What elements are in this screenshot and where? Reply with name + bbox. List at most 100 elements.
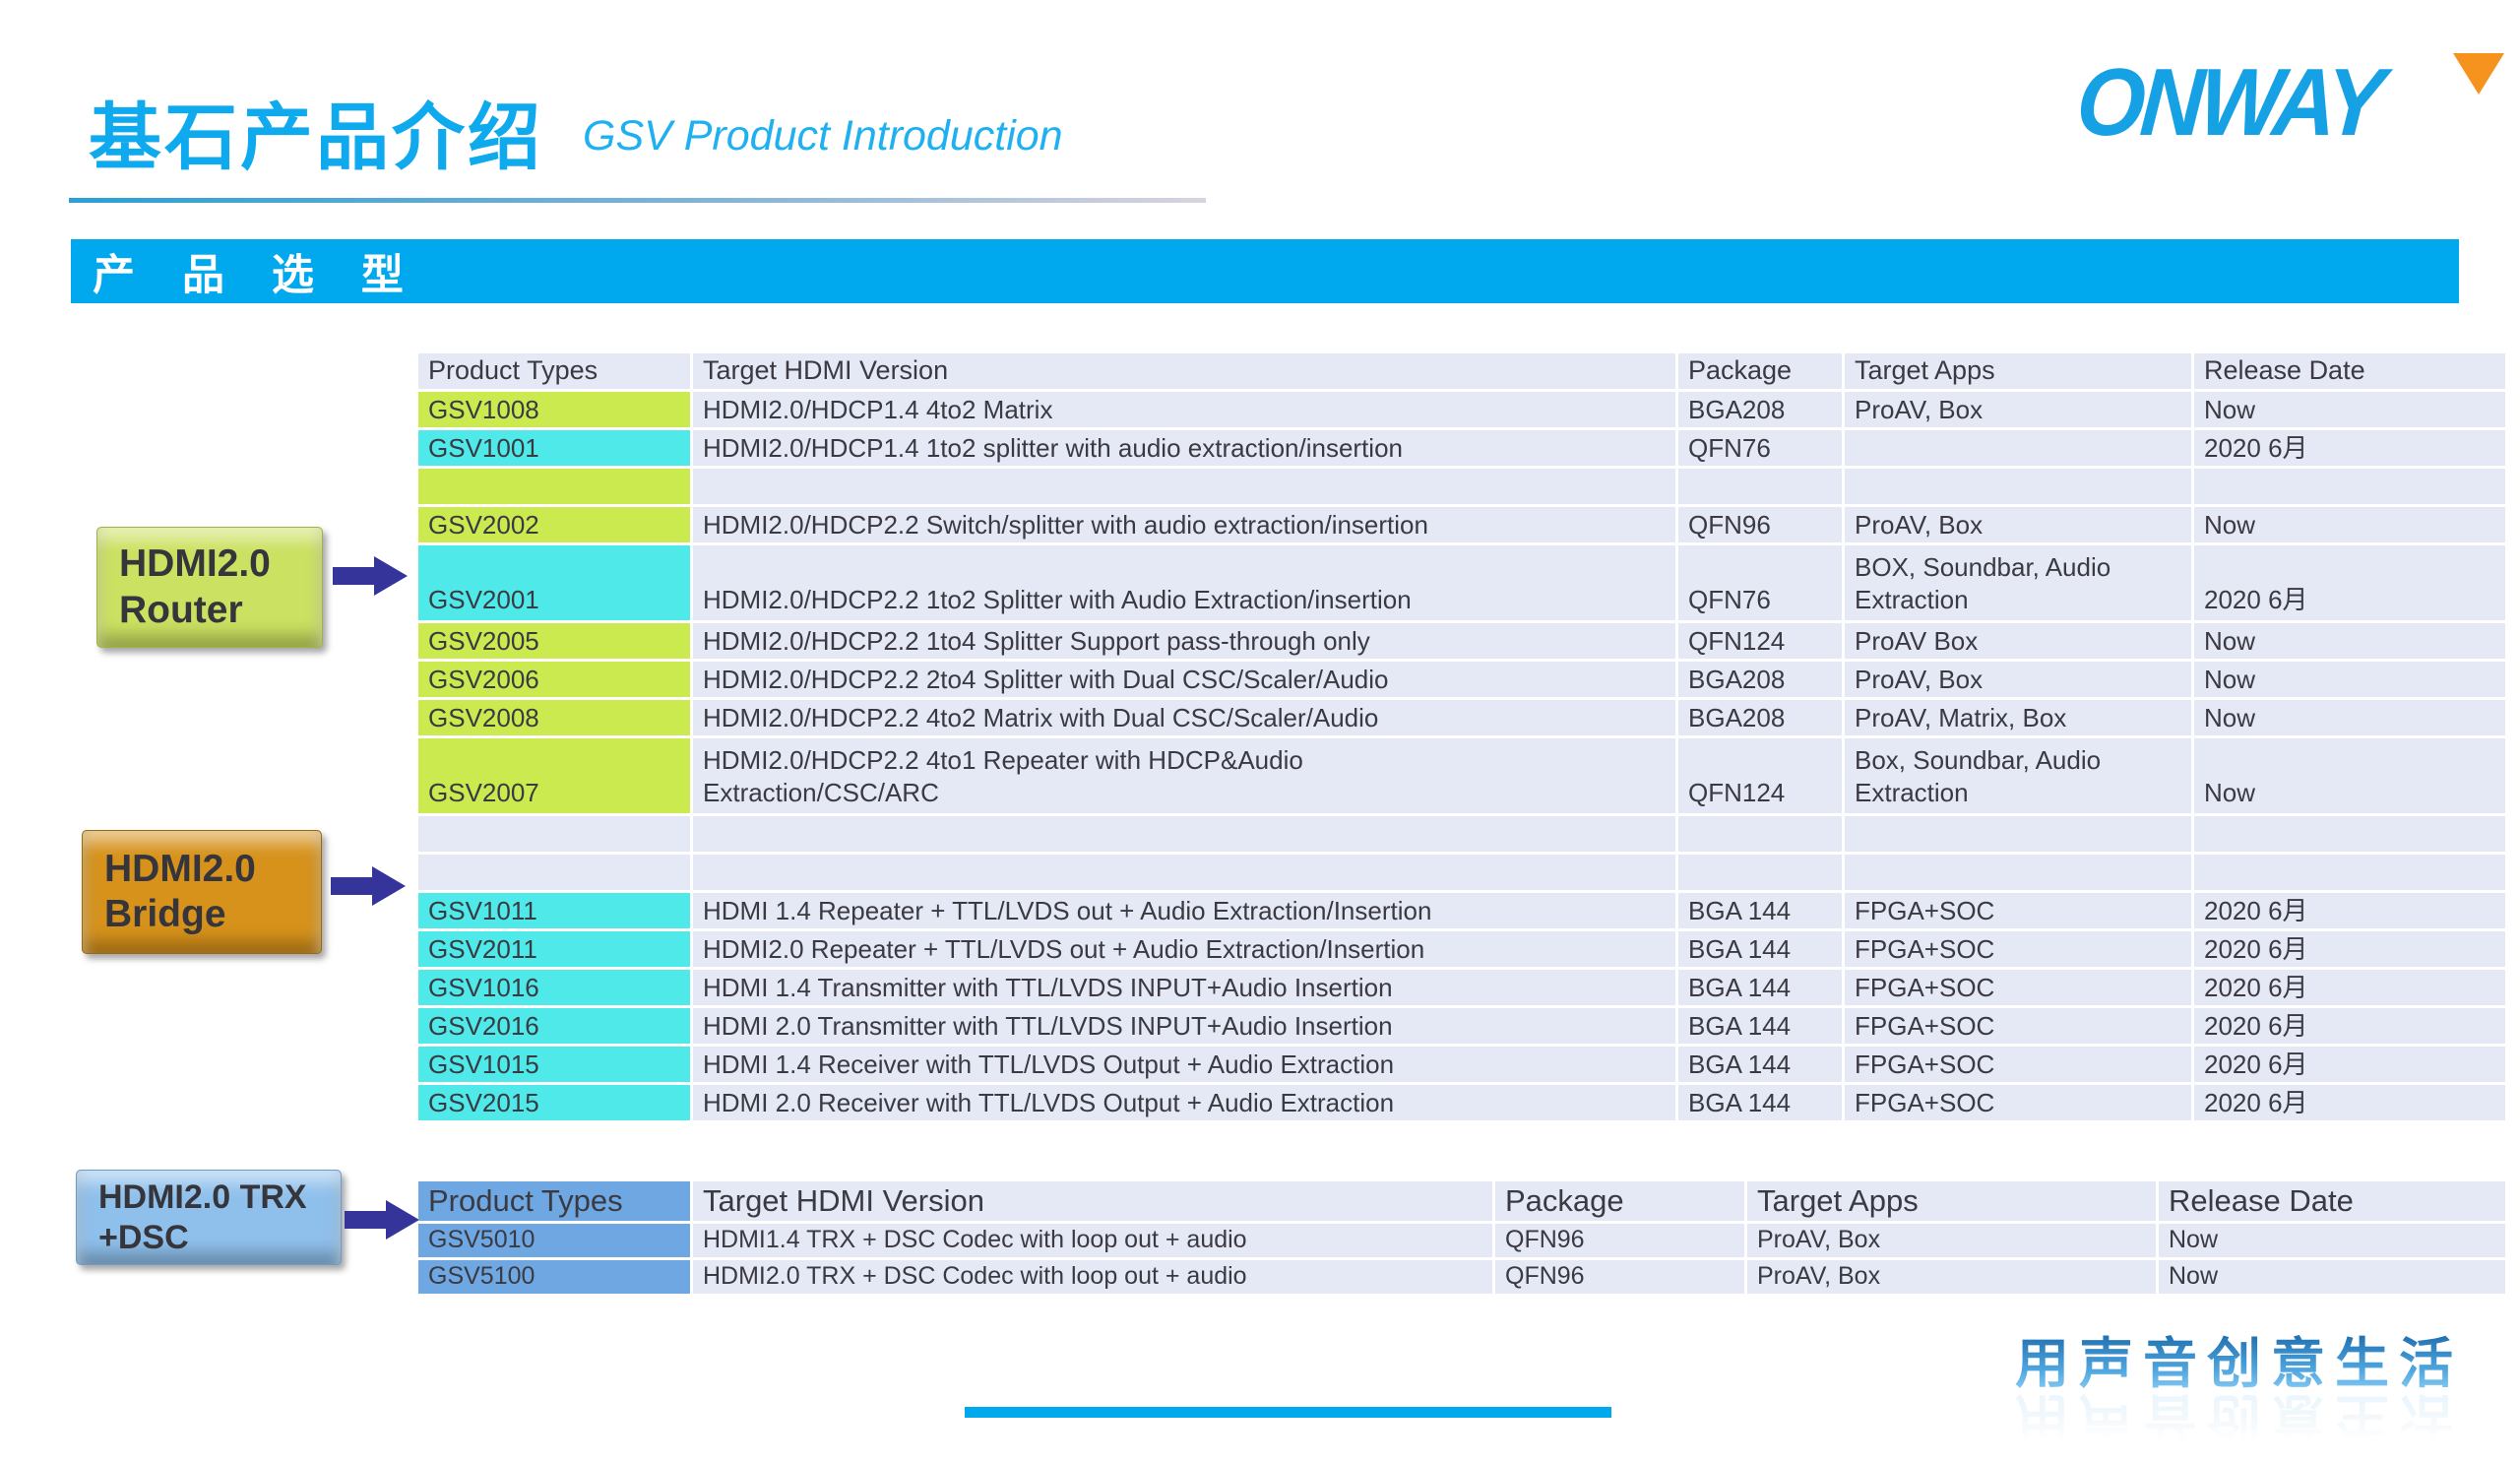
cell-apps: ProAV, Matrix, Box: [1845, 700, 2191, 735]
cell-release: 2020 6月: [2194, 970, 2505, 1005]
group-box-label: HDMI2.0: [104, 847, 256, 890]
cell-release: 2020 6月: [2194, 545, 2505, 620]
cell-release: Now: [2194, 662, 2505, 697]
table-row: GSV2015 HDMI 2.0 Receiver with TTL/LVDS O…: [418, 1085, 2505, 1120]
slogan-text: 用声音创意生活: [2014, 1334, 2463, 1394]
cell-product: [418, 855, 690, 890]
table-row: [418, 855, 2505, 890]
cell-release: 2020 6月: [2194, 1085, 2505, 1120]
cell-apps: ProAV, Box: [1747, 1224, 2156, 1257]
cell-release: [2194, 855, 2505, 890]
logo-orange-triangle-icon: [2453, 53, 2504, 95]
cell-release: Now: [2194, 700, 2505, 735]
cell-release: 2020 6月: [2194, 1008, 2505, 1044]
logo-text: ONWAY: [2073, 48, 2384, 156]
cell-package: BGA 144: [1678, 1085, 1842, 1120]
cell-package: BGA 144: [1678, 970, 1842, 1005]
cell-package: BGA 144: [1678, 893, 1842, 928]
cell-apps: FPGA+SOC: [1845, 970, 2191, 1005]
table-row: GSV1015 HDMI 1.4 Receiver with TTL/LVDS O…: [418, 1047, 2505, 1082]
cell-product: GSV2002: [418, 507, 690, 542]
arrow-right-icon: [333, 556, 408, 596]
table-row: GSV2011 HDMI2.0 Repeater + TTL/LVDS out +…: [418, 931, 2505, 967]
column-header: Package: [1678, 353, 1842, 389]
cell-release: Now: [2194, 623, 2505, 659]
cell-product: GSV1015: [418, 1047, 690, 1082]
cell-product: GSV5010: [418, 1224, 690, 1257]
table-row: GSV1008 HDMI2.0/HDCP1.4 4to2 Matrix BGA208…: [418, 392, 2505, 427]
cell-apps: FPGA+SOC: [1845, 1085, 2191, 1120]
cell-apps: FPGA+SOC: [1845, 1008, 2191, 1044]
cell-apps: [1845, 469, 2191, 504]
table-row: GSV2016 HDMI 2.0 Transmitter with TTL/LVD…: [418, 1008, 2505, 1044]
cell-apps: ProAV, Box: [1747, 1260, 2156, 1294]
cell-package: [1678, 469, 1842, 504]
cell-apps: FPGA+SOC: [1845, 931, 2191, 967]
cell-product: GSV2016: [418, 1008, 690, 1044]
arrow-right-icon: [345, 1200, 419, 1240]
cell-version: HDMI 2.0 Transmitter with TTL/LVDS INPUT…: [693, 1008, 1675, 1044]
column-header: Release Date: [2159, 1181, 2505, 1221]
cell-package: QFN96: [1495, 1260, 1744, 1294]
cell-apps: [1845, 855, 2191, 890]
cell-package: [1678, 816, 1842, 852]
column-header: Release Date: [2194, 353, 2505, 389]
cell-product: GSV2005: [418, 623, 690, 659]
group-box-label: HDMI2.0: [119, 542, 271, 586]
main-table: Product Types Target HDMI Version Package T…: [418, 353, 2505, 1123]
cell-package: QFN76: [1678, 545, 1842, 620]
cell-apps: FPGA+SOC: [1845, 1047, 2191, 1082]
trx-table: Product Types Target HDMI Version Package T…: [418, 1181, 2505, 1297]
table-row: GSV2001 HDMI2.0/HDCP2.2 1to2 Splitter wit…: [418, 545, 2505, 620]
cell-version: [693, 855, 1675, 890]
cell-apps: ProAV, Box: [1845, 507, 2191, 542]
cell-version: HDMI1.4 TRX + DSC Codec with loop out + …: [693, 1224, 1492, 1257]
cell-product: GSV1001: [418, 430, 690, 466]
cell-package: QFN96: [1495, 1224, 1744, 1257]
cell-version: [693, 469, 1675, 504]
cell-package: QFN124: [1678, 738, 1842, 813]
cell-version: HDMI2.0/HDCP2.2 1to2 Splitter with Audio…: [693, 545, 1675, 620]
table-row: GSV1016 HDMI 1.4 Transmitter with TTL/LVD…: [418, 970, 2505, 1005]
cell-release: Now: [2159, 1260, 2505, 1294]
cell-package: QFN96: [1678, 507, 1842, 542]
page-title: 基石产品介绍: [89, 96, 543, 178]
cell-product: GSV2001: [418, 545, 690, 620]
table-row: GSV2006 HDMI2.0/HDCP2.2 2to4 Splitter wit…: [418, 662, 2505, 697]
cell-product: GSV2008: [418, 700, 690, 735]
cell-product: [418, 469, 690, 504]
table-row: [418, 816, 2505, 852]
cell-version: [693, 816, 1675, 852]
cell-package: QFN124: [1678, 623, 1842, 659]
cell-product: GSV2006: [418, 662, 690, 697]
column-header: Target Apps: [1747, 1181, 2156, 1221]
cell-product: GSV1008: [418, 392, 690, 427]
cell-product: GSV2015: [418, 1085, 690, 1120]
cell-version: HDMI2.0/HDCP2.2 Switch/splitter with aud…: [693, 507, 1675, 542]
footer-slogan: 用声音创意生活 用声音创意生活: [2015, 1319, 2463, 1463]
cell-apps: ProAV, Box: [1845, 662, 2191, 697]
cell-release: Now: [2194, 507, 2505, 542]
cell-version: HDMI2.0/HDCP1.4 1to2 splitter with audio…: [693, 430, 1675, 466]
table-row: GSV2002 HDMI2.0/HDCP2.2 Switch/splitter w…: [418, 507, 2505, 542]
cell-version: HDMI 1.4 Transmitter with TTL/LVDS INPUT…: [693, 970, 1675, 1005]
table-row: GSV1001 HDMI2.0/HDCP1.4 1to2 splitter wit…: [418, 430, 2505, 466]
column-header: Product Types: [418, 1181, 690, 1221]
group-box-label: HDMI2.0 TRX: [98, 1178, 307, 1217]
cell-package: [1678, 855, 1842, 890]
column-header: Target HDMI Version: [693, 353, 1675, 389]
column-header: Product Types: [418, 353, 690, 389]
cell-product: GSV1016: [418, 970, 690, 1005]
slogan-reflection: 用声音创意生活: [2015, 1384, 2463, 1463]
cell-product: [418, 816, 690, 852]
group-box-hdmi20-trx-dsc: HDMI2.0 TRX +DSC: [76, 1170, 342, 1265]
bottom-accent-strip: [965, 1407, 1611, 1418]
cell-package: QFN76: [1678, 430, 1842, 466]
cell-apps: [1845, 430, 2191, 466]
cell-apps: FPGA+SOC: [1845, 893, 2191, 928]
cell-release: Now: [2194, 738, 2505, 813]
cell-product: GSV5100: [418, 1260, 690, 1294]
cell-release: [2194, 469, 2505, 504]
cell-package: BGA 144: [1678, 931, 1842, 967]
cell-release: 2020 6月: [2194, 893, 2505, 928]
